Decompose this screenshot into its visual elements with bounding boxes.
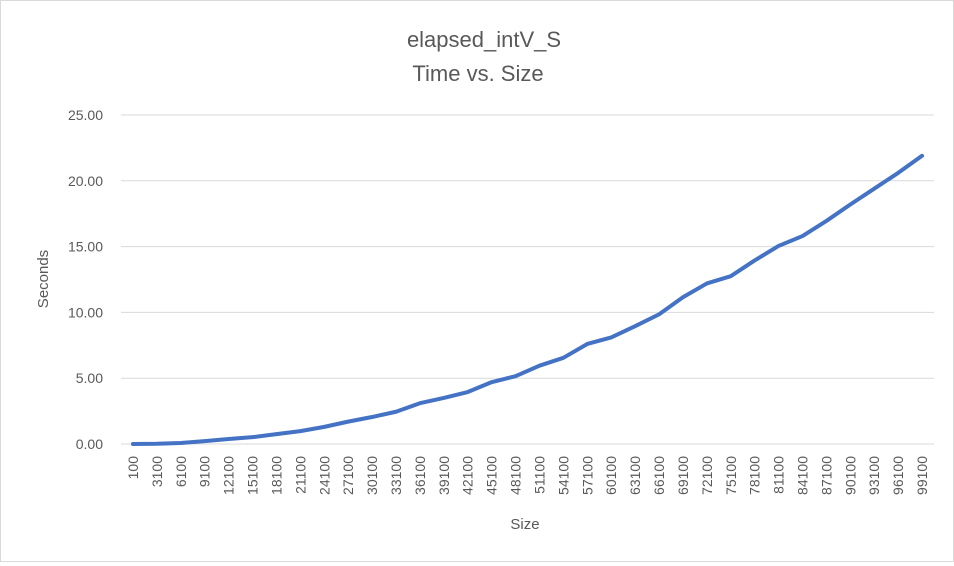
x-tick-label: 100 <box>125 456 141 480</box>
x-tick-label: 12100 <box>221 456 237 495</box>
x-tick-label: 54100 <box>555 456 571 495</box>
y-axis-label: Seconds <box>35 250 52 308</box>
gridlines <box>121 114 934 445</box>
x-tick-label: 33100 <box>388 456 404 495</box>
x-tick-label: 9100 <box>197 456 213 487</box>
series-line <box>130 153 925 446</box>
x-tick-label: 42100 <box>460 456 476 495</box>
x-tick-label: 51100 <box>531 456 547 494</box>
x-tick-label: 57100 <box>579 456 595 495</box>
y-tick-label: 20.00 <box>68 173 103 189</box>
x-tick-label: 78100 <box>747 456 763 495</box>
x-tick-label: 18100 <box>268 456 284 495</box>
x-tick-label: 72100 <box>699 456 715 495</box>
x-tick-label: 87100 <box>818 456 834 495</box>
y-tick-label: 10.00 <box>68 304 103 320</box>
x-tick-label: 45100 <box>484 456 500 495</box>
x-tick-label: 84100 <box>794 456 810 495</box>
x-tick-label: 60100 <box>603 456 619 495</box>
series-layer <box>130 153 925 446</box>
y-tick-label: 5.00 <box>76 370 103 386</box>
x-axis-label: Size <box>510 516 539 533</box>
x-tick-label: 30100 <box>364 456 380 495</box>
x-tick-label: 81100 <box>771 456 787 494</box>
x-tick-label: 93100 <box>866 456 882 495</box>
x-tick-label: 6100 <box>173 456 189 487</box>
x-tick-label: 75100 <box>723 456 739 495</box>
x-tick-label: 3100 <box>149 456 165 487</box>
x-tick-label: 90100 <box>842 456 858 495</box>
chart-subtitle: Time vs. Size <box>412 61 543 86</box>
x-axis-ticks: 100 3100 6100 9100 12100 15100 18100 21100 24100… <box>125 456 930 495</box>
x-tick-label: 15100 <box>245 456 261 495</box>
x-tick-label: 39100 <box>436 456 452 495</box>
y-tick-label: 15.00 <box>68 239 103 255</box>
x-tick-label: 69100 <box>675 456 691 495</box>
x-tick-label: 63100 <box>627 456 643 495</box>
y-tick-label: 25.00 <box>68 107 103 123</box>
x-tick-label: 66100 <box>651 456 667 495</box>
x-tick-label: 24100 <box>316 456 332 495</box>
y-axis-ticks: 0.00 5.00 10.00 15.00 20.00 25.00 <box>68 107 103 452</box>
x-tick-label: 36100 <box>412 456 428 495</box>
x-tick-label: 21100 <box>292 456 308 494</box>
x-tick-label: 48100 <box>508 456 524 495</box>
x-tick-label: 27100 <box>340 456 356 495</box>
chart-title: elapsed_intV_S <box>407 27 561 52</box>
y-tick-label: 0.00 <box>76 436 103 452</box>
x-tick-label: 96100 <box>890 456 906 495</box>
x-tick-label: 99100 <box>914 456 930 495</box>
